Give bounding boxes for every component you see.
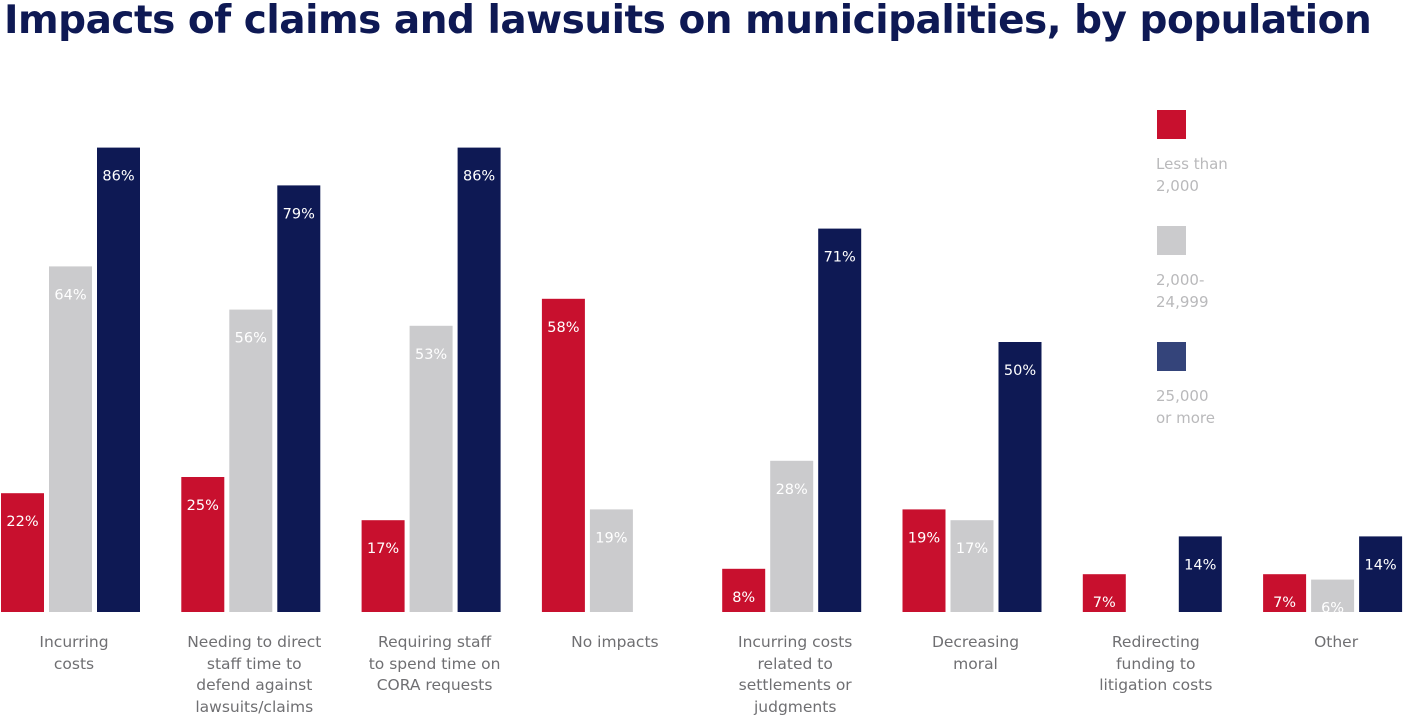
data-label: 14% [1364,557,1396,573]
bar [49,266,92,612]
data-label: 17% [367,541,399,557]
bar [1359,536,1403,612]
data-label: 19% [595,530,627,546]
bar [770,460,814,612]
data-label: 64% [54,287,86,303]
bar [277,185,321,612]
legend-label: 25,000 or more [1156,387,1215,427]
legend-swatch [1157,342,1186,371]
bar [409,325,453,612]
data-label: 58% [547,320,579,336]
bar [1082,574,1126,612]
data-label: 28% [776,482,808,498]
bar [1263,574,1307,612]
data-label: 17% [956,541,988,557]
legend-swatch [1157,110,1186,139]
data-label: 86% [102,169,134,185]
category-label: Needing to direct staff time to defend aga… [187,633,322,716]
legend-label: Less than 2,000 [1156,155,1228,195]
bar [1,493,44,612]
data-label: 7% [1273,595,1296,611]
data-label: 56% [235,331,267,347]
bar [181,477,225,612]
bar [541,298,585,612]
bar [1178,536,1222,612]
bar [818,228,862,612]
bar [589,509,633,612]
legend-label: 2,000- 24,999 [1156,271,1209,311]
data-label: 7% [1093,595,1116,611]
category-label: Redirecting funding to litigation costs [1099,633,1213,694]
bar [902,509,946,612]
category-label: Requiring staff to spend time on CORA requ… [368,633,501,694]
data-label: 71% [824,250,856,266]
data-label: 6% [1321,601,1344,617]
data-label: 22% [6,514,38,530]
bar [950,520,994,612]
bar [998,342,1042,612]
data-label: 50% [1004,363,1036,379]
bar [457,147,501,612]
bar [361,520,405,612]
data-label: 8% [732,590,755,606]
data-label: 14% [1184,557,1216,573]
bar [97,147,140,612]
data-label: 53% [415,347,447,363]
category-label: No impacts [571,633,659,651]
data-label: 86% [463,169,495,185]
bar [229,309,273,612]
data-label: 79% [283,206,315,222]
legend-swatch [1157,226,1186,255]
chart-title: Impacts of claims and lawsuits on munici… [4,0,1372,43]
category-label: Other [1314,633,1359,651]
category-label: Incurring costs related to settlements or j… [738,633,853,716]
data-label: 25% [187,498,219,514]
bar [1311,579,1355,612]
bar [722,568,766,612]
category-label: Decreasing moral [931,633,1020,673]
data-label: 19% [908,530,940,546]
category-label: Incurring costs [39,633,109,673]
